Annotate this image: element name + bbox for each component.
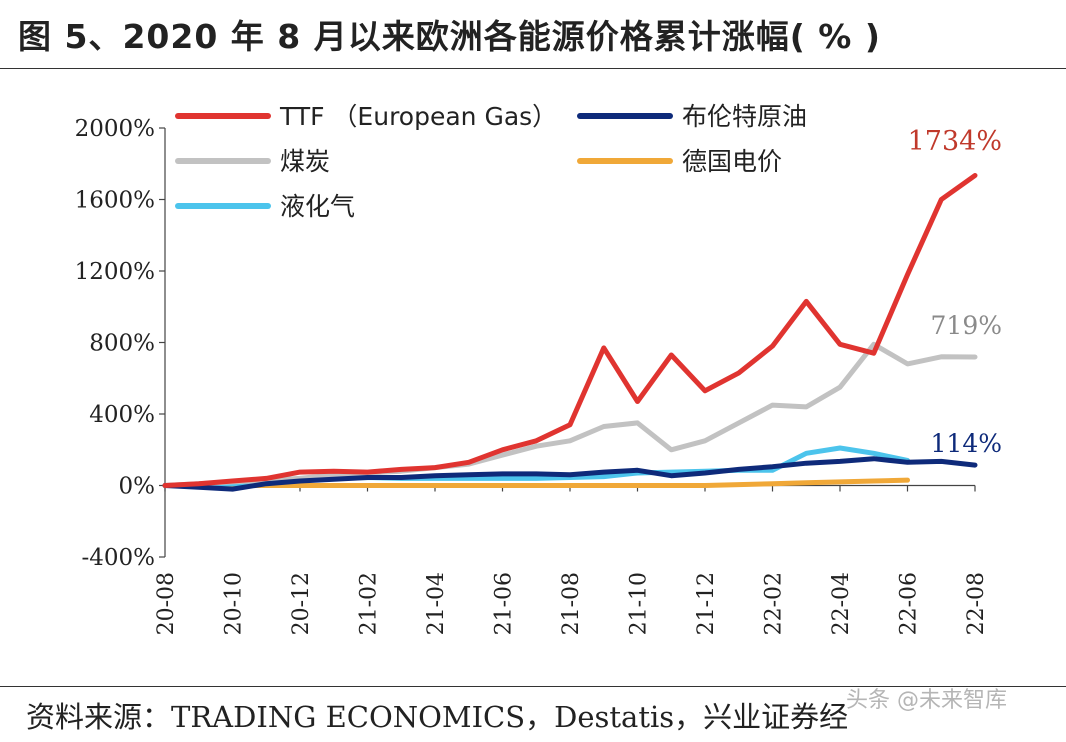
y-tick-label: 0% — [119, 474, 156, 500]
y-tick-label: 400% — [89, 402, 155, 428]
x-tick-label: 22-08 — [964, 572, 989, 635]
x-tick-label: 21-06 — [492, 572, 517, 635]
figure-title: 图 5、2020 年 8 月以来欧洲各能源价格累计涨幅( % ) — [18, 17, 881, 56]
x-tick-label: 21-12 — [694, 572, 719, 635]
series-line — [162, 173, 978, 488]
value-annotation: 114% — [931, 429, 1002, 458]
x-tick-label: 20-08 — [154, 572, 179, 635]
x-tick-label: 21-04 — [424, 572, 449, 635]
value-annotation: 1734% — [908, 126, 1002, 157]
series-line — [162, 477, 910, 488]
x-tick-label: 22-06 — [897, 572, 922, 635]
series-line — [162, 456, 978, 492]
x-tick-label: 22-02 — [762, 572, 787, 635]
title-rule — [0, 68, 1066, 69]
value-annotation: 719% — [931, 311, 1002, 340]
x-tick-label: 21-08 — [559, 572, 584, 635]
x-tick-label: 21-02 — [357, 572, 382, 635]
y-tick-label: 2000% — [75, 116, 155, 142]
legend-label: 液化气 — [280, 192, 355, 221]
x-tick-label: 20-10 — [222, 572, 247, 635]
source-rule — [0, 686, 1066, 687]
y-tick-label: 800% — [89, 331, 155, 357]
watermark-text: 头条 @未来智库 — [846, 688, 1007, 713]
y-tick-label: -400% — [81, 545, 155, 571]
x-tick-label: 20-12 — [289, 572, 314, 635]
legend-label: 德国电价 — [682, 147, 782, 176]
line-chart: -400% 0% 400% 800% 1200% 1600% 2000% 20-08 20-10… — [75, 102, 1002, 635]
y-tick-label: 1200% — [75, 259, 155, 285]
legend-label: 布伦特原油 — [682, 102, 807, 131]
legend-label: TTF （European Gas） — [279, 102, 557, 131]
x-tick-label: 22-04 — [829, 572, 854, 635]
x-tick-label: 21-10 — [627, 572, 652, 635]
y-tick-label: 1600% — [75, 188, 155, 214]
source-note: 资料来源：TRADING ECONOMICS，Destatis，兴业证券经 — [26, 700, 849, 734]
series-line — [162, 341, 978, 488]
legend-label: 煤炭 — [280, 147, 330, 176]
